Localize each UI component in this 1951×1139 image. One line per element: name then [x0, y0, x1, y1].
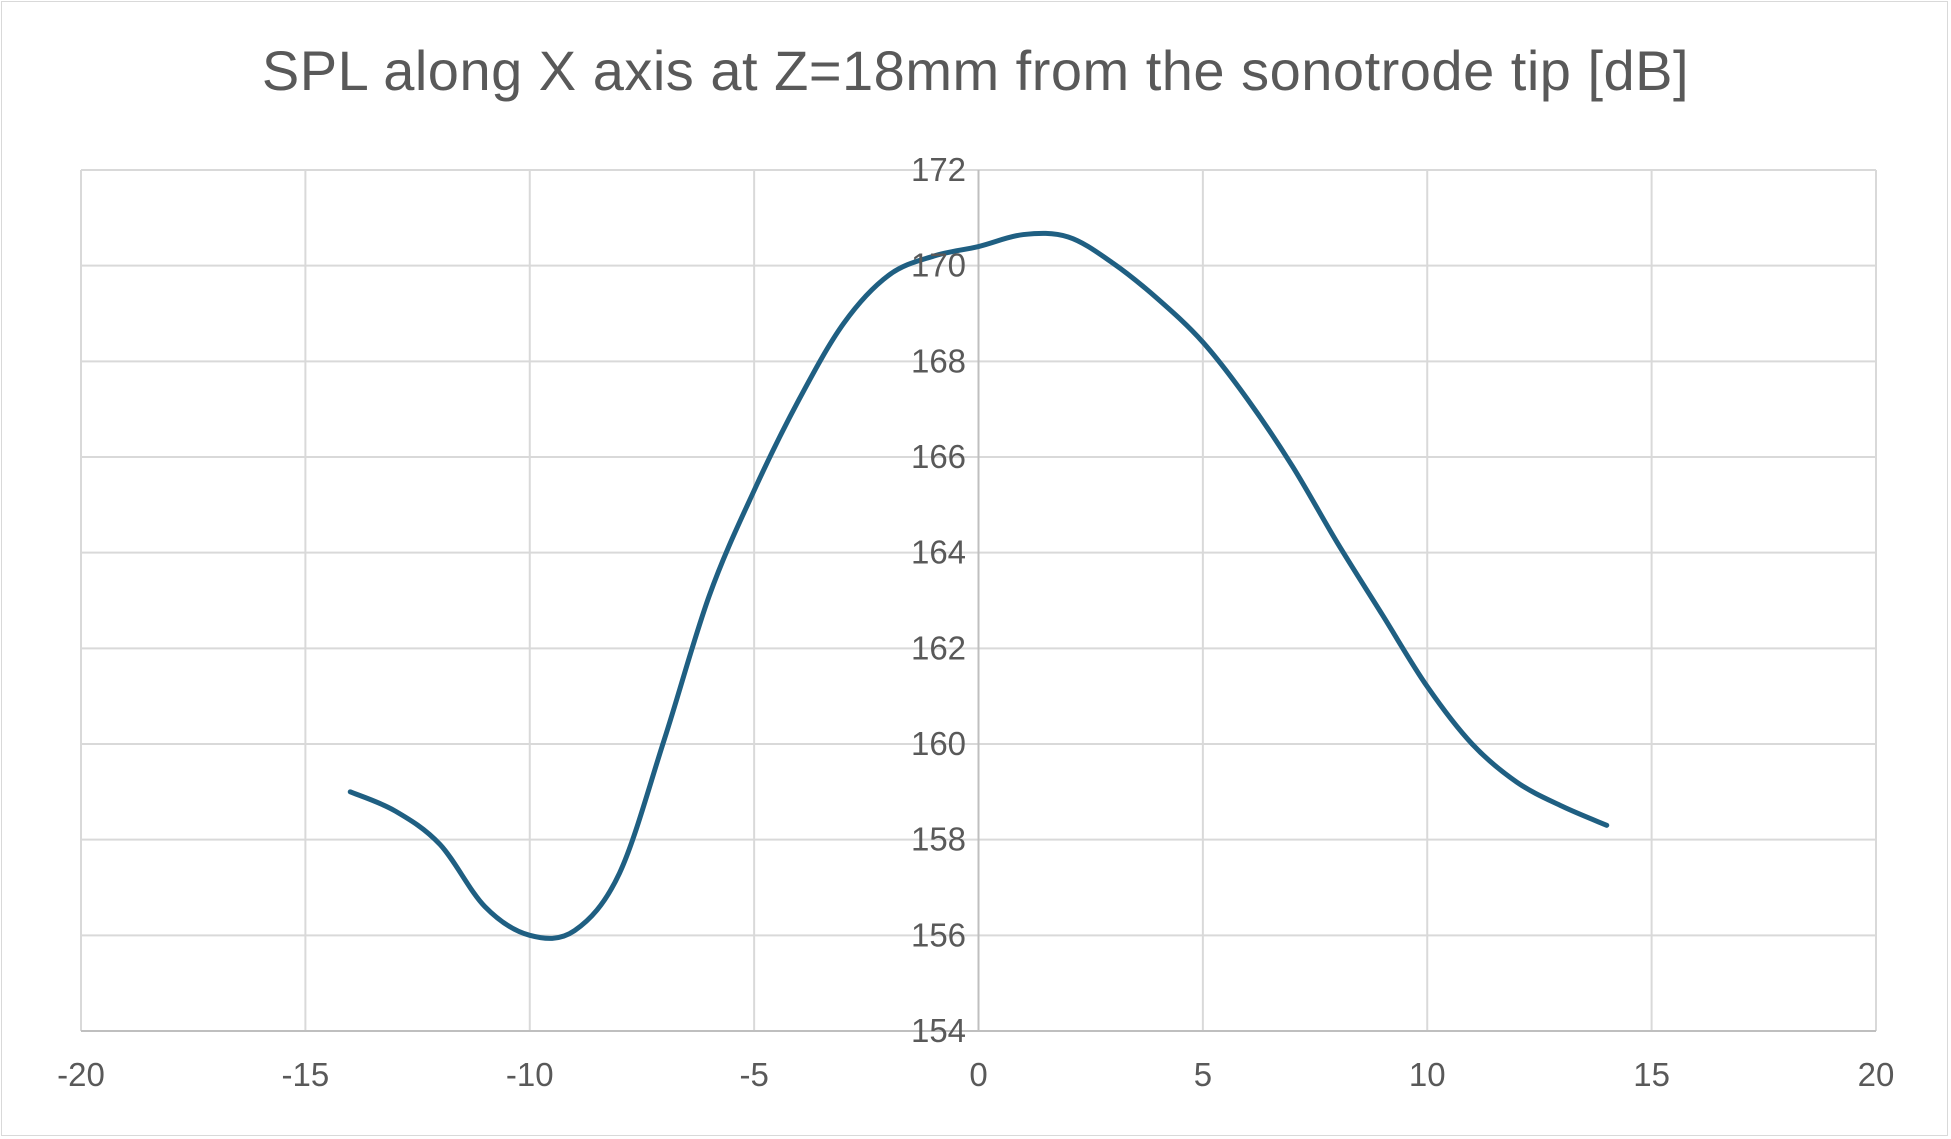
- data-point: [1425, 684, 1430, 689]
- x-tick-label: -20: [57, 1056, 105, 1093]
- data-point: [1200, 340, 1205, 345]
- tick-labels: -20 -15 -10 -5 0 5 10 15 20 154 156 158 160 162 164 166…: [57, 151, 1894, 1093]
- y-tick-label: 166: [911, 438, 966, 475]
- y-tick-label: 156: [911, 916, 966, 953]
- data-point: [752, 488, 757, 493]
- data-point: [348, 789, 353, 794]
- data-point: [527, 933, 532, 938]
- y-tick-label: 172: [911, 151, 966, 188]
- data-point: [707, 593, 712, 598]
- series-line: [347, 230, 1610, 941]
- data-point: [1245, 397, 1250, 402]
- x-tick-label: 5: [1194, 1056, 1212, 1093]
- y-tick-label: 164: [911, 534, 966, 571]
- data-point: [1515, 780, 1520, 785]
- data-point: [662, 737, 667, 742]
- y-tick-label: 158: [911, 821, 966, 858]
- data-point: [841, 321, 846, 326]
- data-point: [1066, 234, 1071, 239]
- y-tick-label: 162: [911, 629, 966, 666]
- data-point: [1156, 297, 1161, 302]
- y-tick-label: 170: [911, 247, 966, 284]
- data-point: [976, 244, 981, 249]
- y-tick-label: 154: [911, 1012, 966, 1049]
- data-point: [797, 397, 802, 402]
- data-point: [617, 871, 622, 876]
- data-point: [572, 928, 577, 933]
- data-point: [1559, 804, 1564, 809]
- axes: [81, 170, 1876, 1032]
- x-tick-label: 15: [1633, 1056, 1670, 1093]
- x-tick-label: 10: [1409, 1056, 1446, 1093]
- y-tick-label: 160: [911, 725, 966, 762]
- data-point: [1021, 232, 1026, 237]
- chart-title: SPL along X axis at Z=18mm from the sono…: [261, 39, 1690, 102]
- x-tick-label: 20: [1858, 1056, 1895, 1093]
- data-point: [1335, 541, 1340, 546]
- x-tick-label: -10: [506, 1056, 554, 1093]
- data-point: [886, 273, 891, 278]
- data-point: [1111, 261, 1116, 266]
- x-tick-label: 0: [969, 1056, 987, 1093]
- data-point: [482, 904, 487, 909]
- x-tick-label: -5: [739, 1056, 768, 1093]
- data-point: [1290, 464, 1295, 469]
- x-tick-label: -15: [282, 1056, 330, 1093]
- data-point: [393, 808, 398, 813]
- data-point: [1470, 742, 1475, 747]
- data-point: [1380, 612, 1385, 617]
- y-tick-label: 168: [911, 342, 966, 379]
- series: [347, 230, 1610, 941]
- data-point: [1604, 823, 1609, 828]
- data-point: [438, 842, 443, 847]
